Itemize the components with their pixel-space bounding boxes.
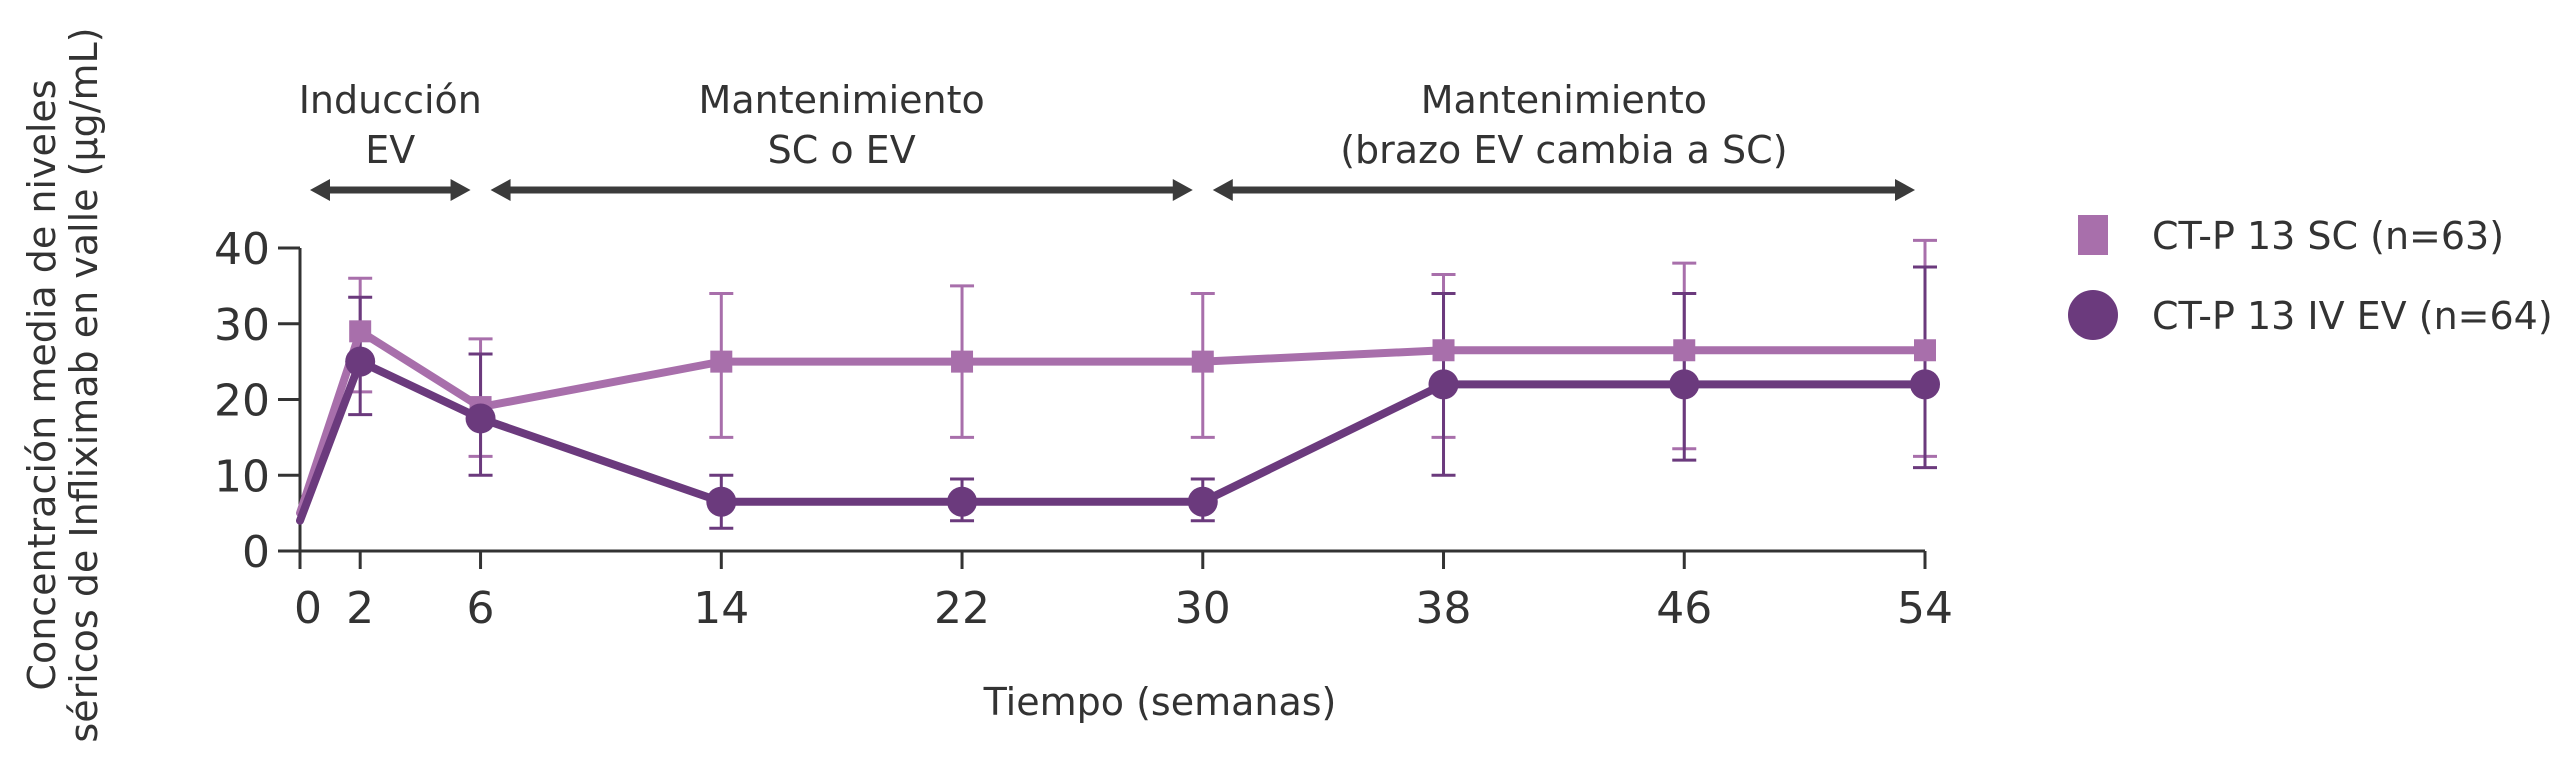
x-tick-label: 54	[1897, 583, 1953, 634]
data-point-circle	[947, 486, 978, 517]
data-point-circle	[1187, 486, 1218, 517]
data-point-square	[710, 350, 733, 373]
y-tick-label: 40	[214, 224, 270, 275]
x-tick-label: 22	[934, 583, 990, 634]
phase-label-3: Mantenimiento	[1421, 78, 1707, 122]
data-point-square	[1432, 339, 1455, 362]
legend-swatch-square	[2078, 215, 2108, 255]
data-point-circle	[1428, 369, 1459, 400]
phase-arrowhead-right	[1172, 179, 1193, 201]
phase-label-3: (brazo EV cambia a SC)	[1340, 128, 1787, 172]
x-tick-label: 2	[346, 583, 374, 634]
phase-label-1: EV	[365, 128, 415, 172]
legend: CT-P 13 SC (n=63) CT-P 13 IV EV (n=64)	[2068, 214, 2553, 340]
x-tick-label: 46	[1656, 583, 1712, 634]
data-point-circle	[1910, 369, 1940, 400]
y-tick-label: 20	[214, 376, 270, 427]
x-tick-label: 38	[1416, 583, 1472, 634]
data-point-square	[1191, 350, 1214, 373]
data-point-circle	[465, 403, 496, 434]
x-axis-title: Tiempo (semanas)	[983, 680, 1337, 724]
phase-arrowhead-right	[450, 179, 471, 201]
phase-label-2: SC o EV	[768, 128, 916, 172]
phase-label-2: Mantenimiento	[699, 78, 985, 122]
phase-arrowhead-right	[1895, 179, 1915, 201]
y-axis-title-line-2: séricos de Infliximab en valle (µg/mL)	[62, 27, 106, 742]
phase-annotations: Inducción EV Mantenimiento SC o EV Mantenimi…	[299, 78, 1915, 201]
legend-label-2: CT-P 13 IV EV (n=64)	[2152, 294, 2553, 338]
y-axis-title-line-1: Concentración media de niveles	[20, 79, 64, 690]
data-point-square	[349, 320, 372, 343]
x-tick-label: 30	[1175, 583, 1231, 634]
legend-swatch-circle	[2068, 290, 2118, 340]
data-point-square	[1673, 339, 1696, 362]
data-point-circle	[1669, 369, 1700, 400]
data-point-circle	[345, 346, 376, 377]
y-tick-label: 0	[242, 527, 270, 578]
phase-arrowhead-left	[310, 179, 330, 201]
legend-label-1: CT-P 13 SC (n=63)	[2152, 214, 2504, 258]
phase-arrowhead-left	[490, 179, 511, 201]
y-tick-label: 10	[214, 451, 270, 502]
data-markers	[345, 320, 1940, 517]
x-tick-label: 6	[467, 583, 495, 634]
y-tick-label: 30	[214, 300, 270, 351]
x-tick-label: 0	[294, 583, 322, 634]
data-point-circle	[706, 486, 737, 517]
phase-label-1: Inducción	[299, 78, 482, 122]
data-point-square	[951, 350, 974, 373]
data-point-square	[1914, 339, 1936, 362]
phase-arrowhead-left	[1212, 179, 1233, 201]
x-tick-label: 14	[693, 583, 749, 634]
